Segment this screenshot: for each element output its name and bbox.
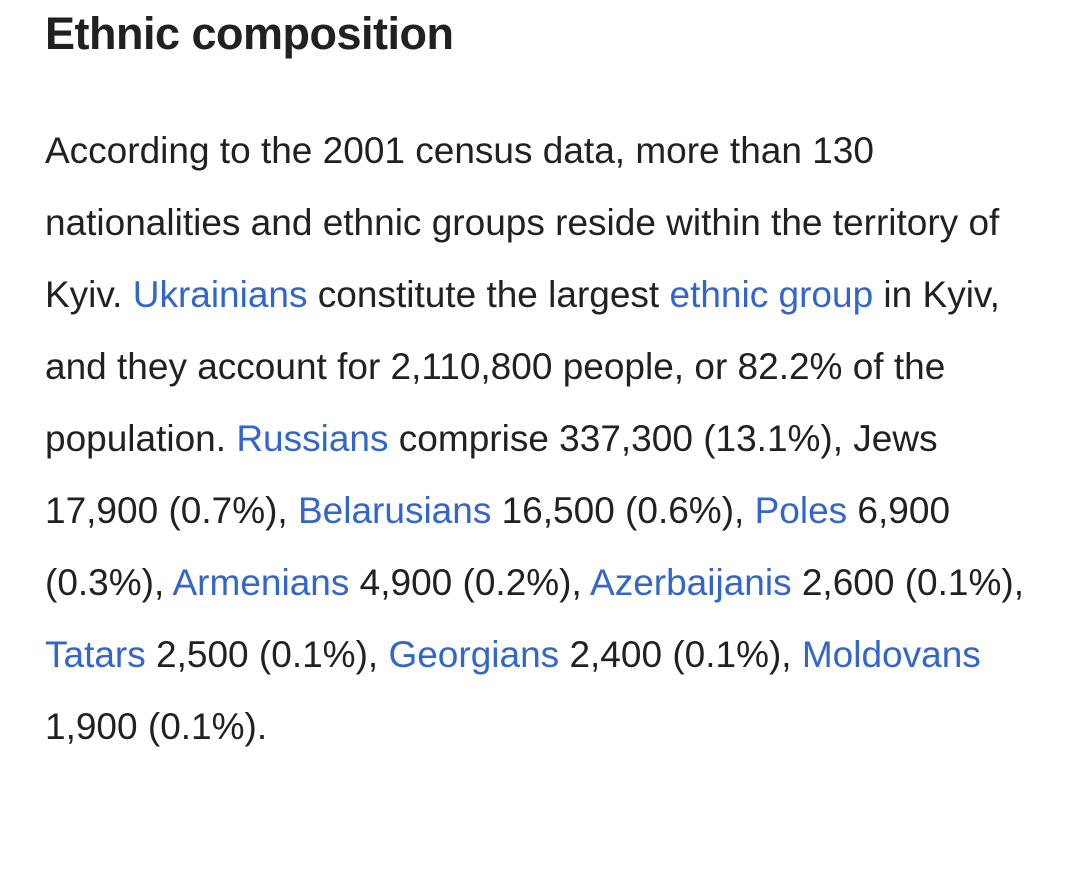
article-link[interactable]: Tatars xyxy=(45,634,146,675)
article-link[interactable]: Armenians xyxy=(172,562,350,603)
article-link[interactable]: Belarusians xyxy=(297,490,492,531)
text-run: 2,600 (0.1%), xyxy=(791,562,1024,603)
article-link[interactable]: Ukrainians xyxy=(132,274,308,315)
paragraph: According to the 2001 census data, more … xyxy=(45,115,1055,763)
text-run: 16,500 (0.6%), xyxy=(491,490,755,531)
article-link[interactable]: Azerbaijanis xyxy=(590,562,792,603)
article-link[interactable]: Poles xyxy=(754,490,848,531)
article-link[interactable]: Moldovans xyxy=(801,634,981,675)
text-run: 6,900 (0.3%), xyxy=(45,490,951,603)
text-run: 2,400 (0.1%), xyxy=(559,634,802,675)
text-run: comprise 337,300 (13.1%), Jews 17,900 (0… xyxy=(45,418,938,531)
text-run: 2,500 (0.1%), xyxy=(145,634,389,675)
article-link[interactable]: ethnic group xyxy=(669,274,874,315)
article-link[interactable]: Georgians xyxy=(388,634,560,675)
text-run: 1,900 (0.1%). xyxy=(45,706,268,747)
text-run: According to the 2001 census data, more … xyxy=(45,130,1000,315)
text-run: in Kyiv, and they account for 2,110,800 … xyxy=(45,274,1000,459)
text-run: 4,900 (0.2%), xyxy=(349,562,591,603)
text-run: constitute the largest xyxy=(307,274,670,315)
article-link[interactable]: Russians xyxy=(236,418,389,459)
section-heading: Ethnic composition xyxy=(45,8,454,59)
